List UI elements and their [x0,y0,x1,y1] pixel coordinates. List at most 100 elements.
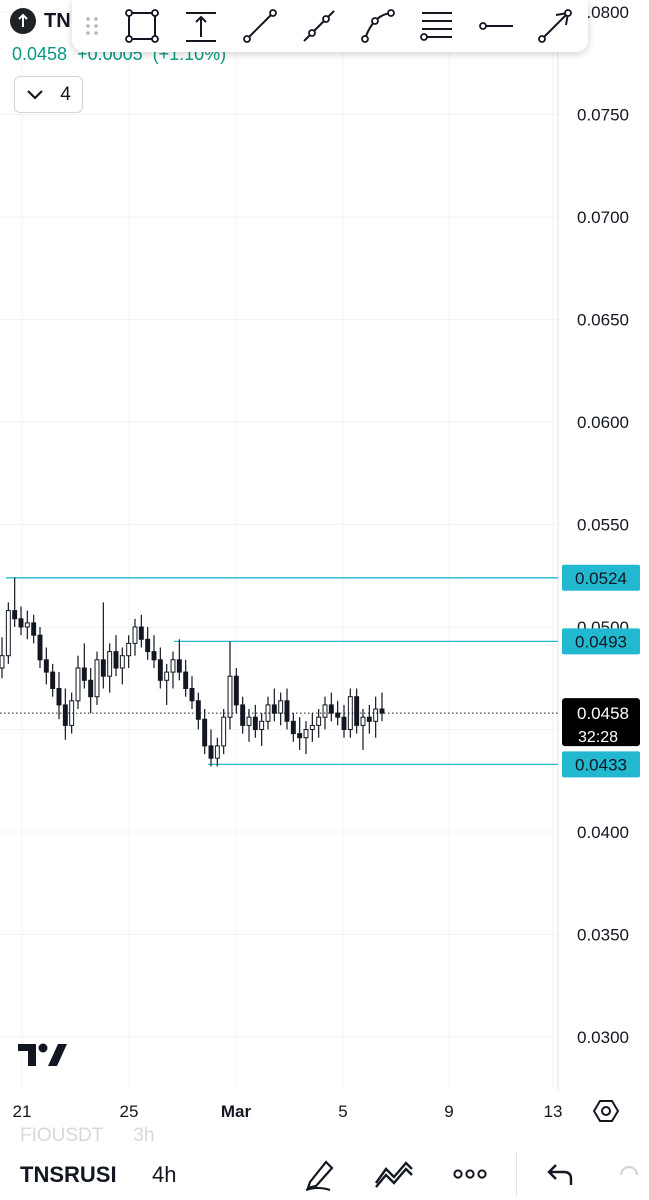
last-price: 0.0458 [12,44,68,64]
candle-body [81,667,87,681]
candle-body [56,688,62,706]
candle-body [335,712,341,718]
y-tick-label: 0.0700 [577,208,629,227]
y-tick-label: 0.0350 [577,926,629,945]
x-tick-label: 13 [544,1102,563,1121]
drag-handle-icon[interactable] [72,0,112,52]
y-tick-label: 0.0650 [577,311,629,330]
candle-body [164,671,170,681]
previous-symbol-ghost: FIOUSDT 3h [20,1125,155,1147]
candle-body [170,659,176,673]
ghost-symbol: FIOUSDT [20,1125,104,1146]
candle-body [195,700,201,720]
chevron-down-icon [27,89,43,100]
chart-settings-icon[interactable] [590,1095,622,1127]
candle-body [322,704,328,718]
y-tick-label: 0.0600 [577,413,629,432]
candle-body [0,655,5,669]
candle-body [157,659,163,681]
indicators-toggle-button[interactable]: 4 [14,76,83,113]
symbol-name-button[interactable]: TNSRUSI [20,1162,117,1187]
x-tick-label: 25 [120,1102,139,1121]
candle-body [227,675,233,718]
x-tick-label: Mar [221,1102,252,1121]
level-label: 0.0493 [575,632,627,651]
x-tick-label: 21 [13,1102,32,1121]
undo-icon[interactable] [532,1150,588,1198]
candle-body [202,718,208,747]
candle-body [297,733,303,739]
candle-body [100,659,106,677]
current-price-label-bg [562,698,640,747]
candle-body [278,700,284,714]
measure-tool-icon[interactable] [171,0,230,52]
level-label-bg [562,564,640,591]
candle-body [259,720,265,730]
redo-icon[interactable] [612,1150,642,1198]
y-tick-label: 0.0400 [577,823,629,842]
symbol-title[interactable]: TN [10,8,71,34]
candle-body [316,716,322,726]
path-tool-icon[interactable] [348,0,407,52]
toolbar-separator [516,1152,517,1196]
y-tick-label: 0.0300 [577,1028,629,1047]
candle-body [43,659,49,673]
candle-body [271,704,277,714]
drawing-toolbar [72,0,588,52]
candle-body [284,700,290,722]
candle-body [309,724,315,731]
candle-body [62,704,68,726]
candle-body [94,659,100,698]
level-label: 0.0524 [575,569,627,588]
candle-body [328,704,334,714]
rectangle-tool-icon[interactable] [112,0,171,52]
current-price-label: 0.0458 [577,704,629,723]
candle-body [290,720,296,735]
candle-body [366,716,372,722]
candle-body [113,651,119,669]
level-label: 0.0433 [575,755,627,774]
candle-body [119,655,125,669]
candle-body [246,716,252,726]
candle-body [252,716,258,731]
tradingview-logo-icon [18,1040,68,1073]
candle-body [50,671,56,689]
candle-body [12,610,18,620]
candle-body [18,618,24,628]
indicators-count: 4 [60,83,71,105]
candle-body [145,638,151,653]
trend-line-tool-icon[interactable] [230,0,289,52]
interval-button[interactable]: 4h [152,1162,177,1187]
candle-body [303,729,309,739]
candle-body [221,716,227,747]
y-tick-label: 0.0750 [577,106,629,125]
level-label-bg [562,751,640,778]
candle-body [354,696,360,726]
candle-body [31,622,37,636]
fib-tool-icon[interactable] [407,0,466,52]
x-tick-label: 9 [444,1102,453,1121]
ray-tool-icon[interactable] [289,0,348,52]
arrow-tool-icon[interactable] [525,0,584,52]
candle-body [37,634,43,661]
ghost-interval: 3h [133,1125,155,1146]
horizontal-ray-tool-icon[interactable] [466,0,525,52]
candle-body [75,667,81,702]
candle-body [5,610,11,657]
indicators-icon[interactable] [366,1150,422,1198]
candle-body [88,679,94,698]
bar-countdown-label: 32:28 [578,729,618,746]
y-tick-label: 0.0800 [577,3,629,22]
candle-body [151,651,157,661]
candle-body [373,708,379,722]
x-tick-label: 5 [338,1102,347,1121]
candle-body [176,659,182,673]
more-icon[interactable] [442,1150,498,1198]
symbol-logo-icon [10,8,36,34]
candle-body [138,626,144,640]
candle-body [341,716,347,731]
candle-body [183,671,189,689]
drawing-pencil-icon[interactable] [292,1150,348,1198]
candle-body [208,745,214,759]
